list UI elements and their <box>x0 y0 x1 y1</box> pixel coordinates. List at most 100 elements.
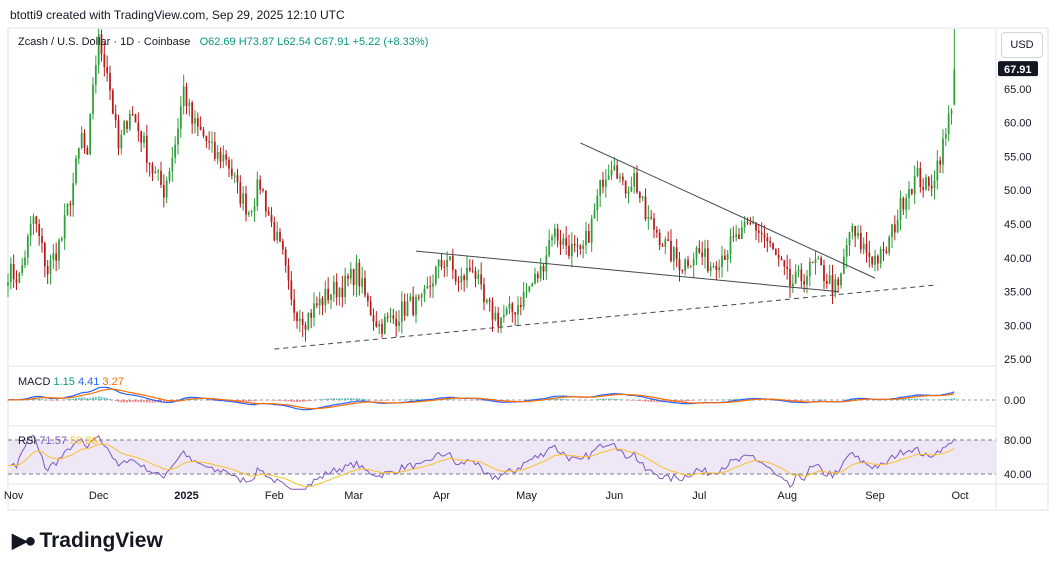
y-tick-label: 40.00 <box>1004 253 1032 265</box>
y-tick-label: 30.00 <box>1004 320 1032 332</box>
candle-body <box>423 288 426 295</box>
candle-body <box>381 324 383 334</box>
candle-body <box>780 258 783 261</box>
macd-histogram-bar <box>213 400 216 401</box>
macd-histogram-bar <box>38 398 41 400</box>
candle-body <box>429 285 432 287</box>
macd-histogram-bar <box>735 398 738 400</box>
candle-body <box>185 86 188 106</box>
macd-histogram-bar <box>596 399 599 400</box>
candle-body <box>528 286 531 292</box>
macd-histogram-bar <box>893 399 896 400</box>
candle-body <box>216 151 219 159</box>
tradingview-logo[interactable]: ▶● TradingView <box>12 528 163 553</box>
macd-histogram-bar <box>196 399 199 400</box>
candle-body <box>32 216 35 224</box>
candle-body <box>488 299 491 302</box>
macd-histogram-bar <box>41 399 43 400</box>
candle-body <box>321 298 324 306</box>
macd-histogram-bar <box>35 398 38 400</box>
candle-body <box>177 128 179 145</box>
candle-body <box>109 72 111 91</box>
candle-body <box>947 113 950 135</box>
macd-histogram-bar <box>49 400 52 401</box>
candle-body <box>800 269 803 282</box>
macd-histogram-bar <box>128 400 131 403</box>
candle-body <box>871 256 874 265</box>
rising-support-trendline[interactable] <box>274 284 938 350</box>
candle-body <box>409 296 412 302</box>
candle-body <box>630 186 633 192</box>
candle-body <box>536 273 539 279</box>
candle-body <box>913 175 916 194</box>
macd-histogram-bar <box>310 400 313 401</box>
macd-histogram-bar <box>613 398 616 400</box>
candle-body <box>752 222 755 224</box>
candle-body <box>103 54 106 68</box>
macd-histogram-bar <box>678 400 681 402</box>
candle-body <box>687 259 689 267</box>
candle-body <box>332 281 335 295</box>
candle-body <box>41 235 43 243</box>
candle-body <box>454 270 457 282</box>
candle-body <box>508 303 511 309</box>
macd-histogram-bar <box>420 399 423 400</box>
candle-body <box>194 118 196 124</box>
candle-body <box>86 148 89 155</box>
macd-histogram-bar <box>140 400 143 403</box>
macd-histogram-bar <box>86 397 89 400</box>
candle-body <box>440 259 443 267</box>
macd-histogram-bar <box>290 400 293 402</box>
candle-body <box>511 303 514 313</box>
candle-body <box>364 278 366 296</box>
rsi-label: RSI <box>18 435 37 447</box>
candle-body <box>111 90 114 114</box>
candle-body <box>247 212 250 215</box>
candle-body <box>134 114 137 123</box>
resistance-trendline[interactable] <box>580 142 876 279</box>
candle-body <box>610 169 613 176</box>
candle-body <box>276 231 279 241</box>
rsi-ma-value: 59.36 <box>70 435 98 447</box>
candle-body <box>114 113 117 120</box>
candle-body <box>908 189 910 199</box>
candle-body <box>740 227 743 239</box>
y-tick-label: 45.00 <box>1004 219 1032 231</box>
currency-selector[interactable]: USD <box>1001 32 1043 58</box>
symbol-legend: Zcash / U.S. Dollar · 1D · Coinbase O62.… <box>18 36 428 48</box>
macd-histogram-bar <box>242 400 245 402</box>
macd-histogram-bar <box>896 399 899 400</box>
macd-histogram-bar <box>684 400 687 402</box>
candle-body <box>267 211 270 215</box>
macd-histogram-bar <box>644 400 647 402</box>
candle-body <box>497 312 500 327</box>
macd-histogram-bar <box>806 400 808 401</box>
y-tick-label: 35.00 <box>1004 287 1032 299</box>
candle-body <box>803 281 806 285</box>
macd-histogram-bar <box>123 400 126 403</box>
candle-body <box>743 222 746 228</box>
candle-body <box>344 275 347 297</box>
candle-body <box>848 232 851 246</box>
macd-value: 1.15 <box>53 376 75 388</box>
candle-body <box>361 278 364 287</box>
candle-body <box>49 260 52 275</box>
candle-body <box>919 168 922 188</box>
candle-body <box>60 238 63 241</box>
candle-body <box>868 252 871 257</box>
macd-histogram-bar <box>681 400 684 402</box>
candle-body <box>587 231 590 243</box>
open-value: O62.69 <box>199 36 236 48</box>
candle-body <box>188 102 191 106</box>
macd-histogram-bar <box>349 398 352 400</box>
macd-histogram-bar <box>77 397 80 400</box>
candle-body <box>777 254 780 259</box>
candle-body <box>653 218 655 230</box>
candle-body <box>66 203 69 215</box>
support-trendline[interactable] <box>415 250 839 293</box>
macd-histogram-bar <box>919 398 922 400</box>
candle-body <box>29 223 32 237</box>
candle-body <box>460 275 463 283</box>
candle-body <box>723 255 726 260</box>
